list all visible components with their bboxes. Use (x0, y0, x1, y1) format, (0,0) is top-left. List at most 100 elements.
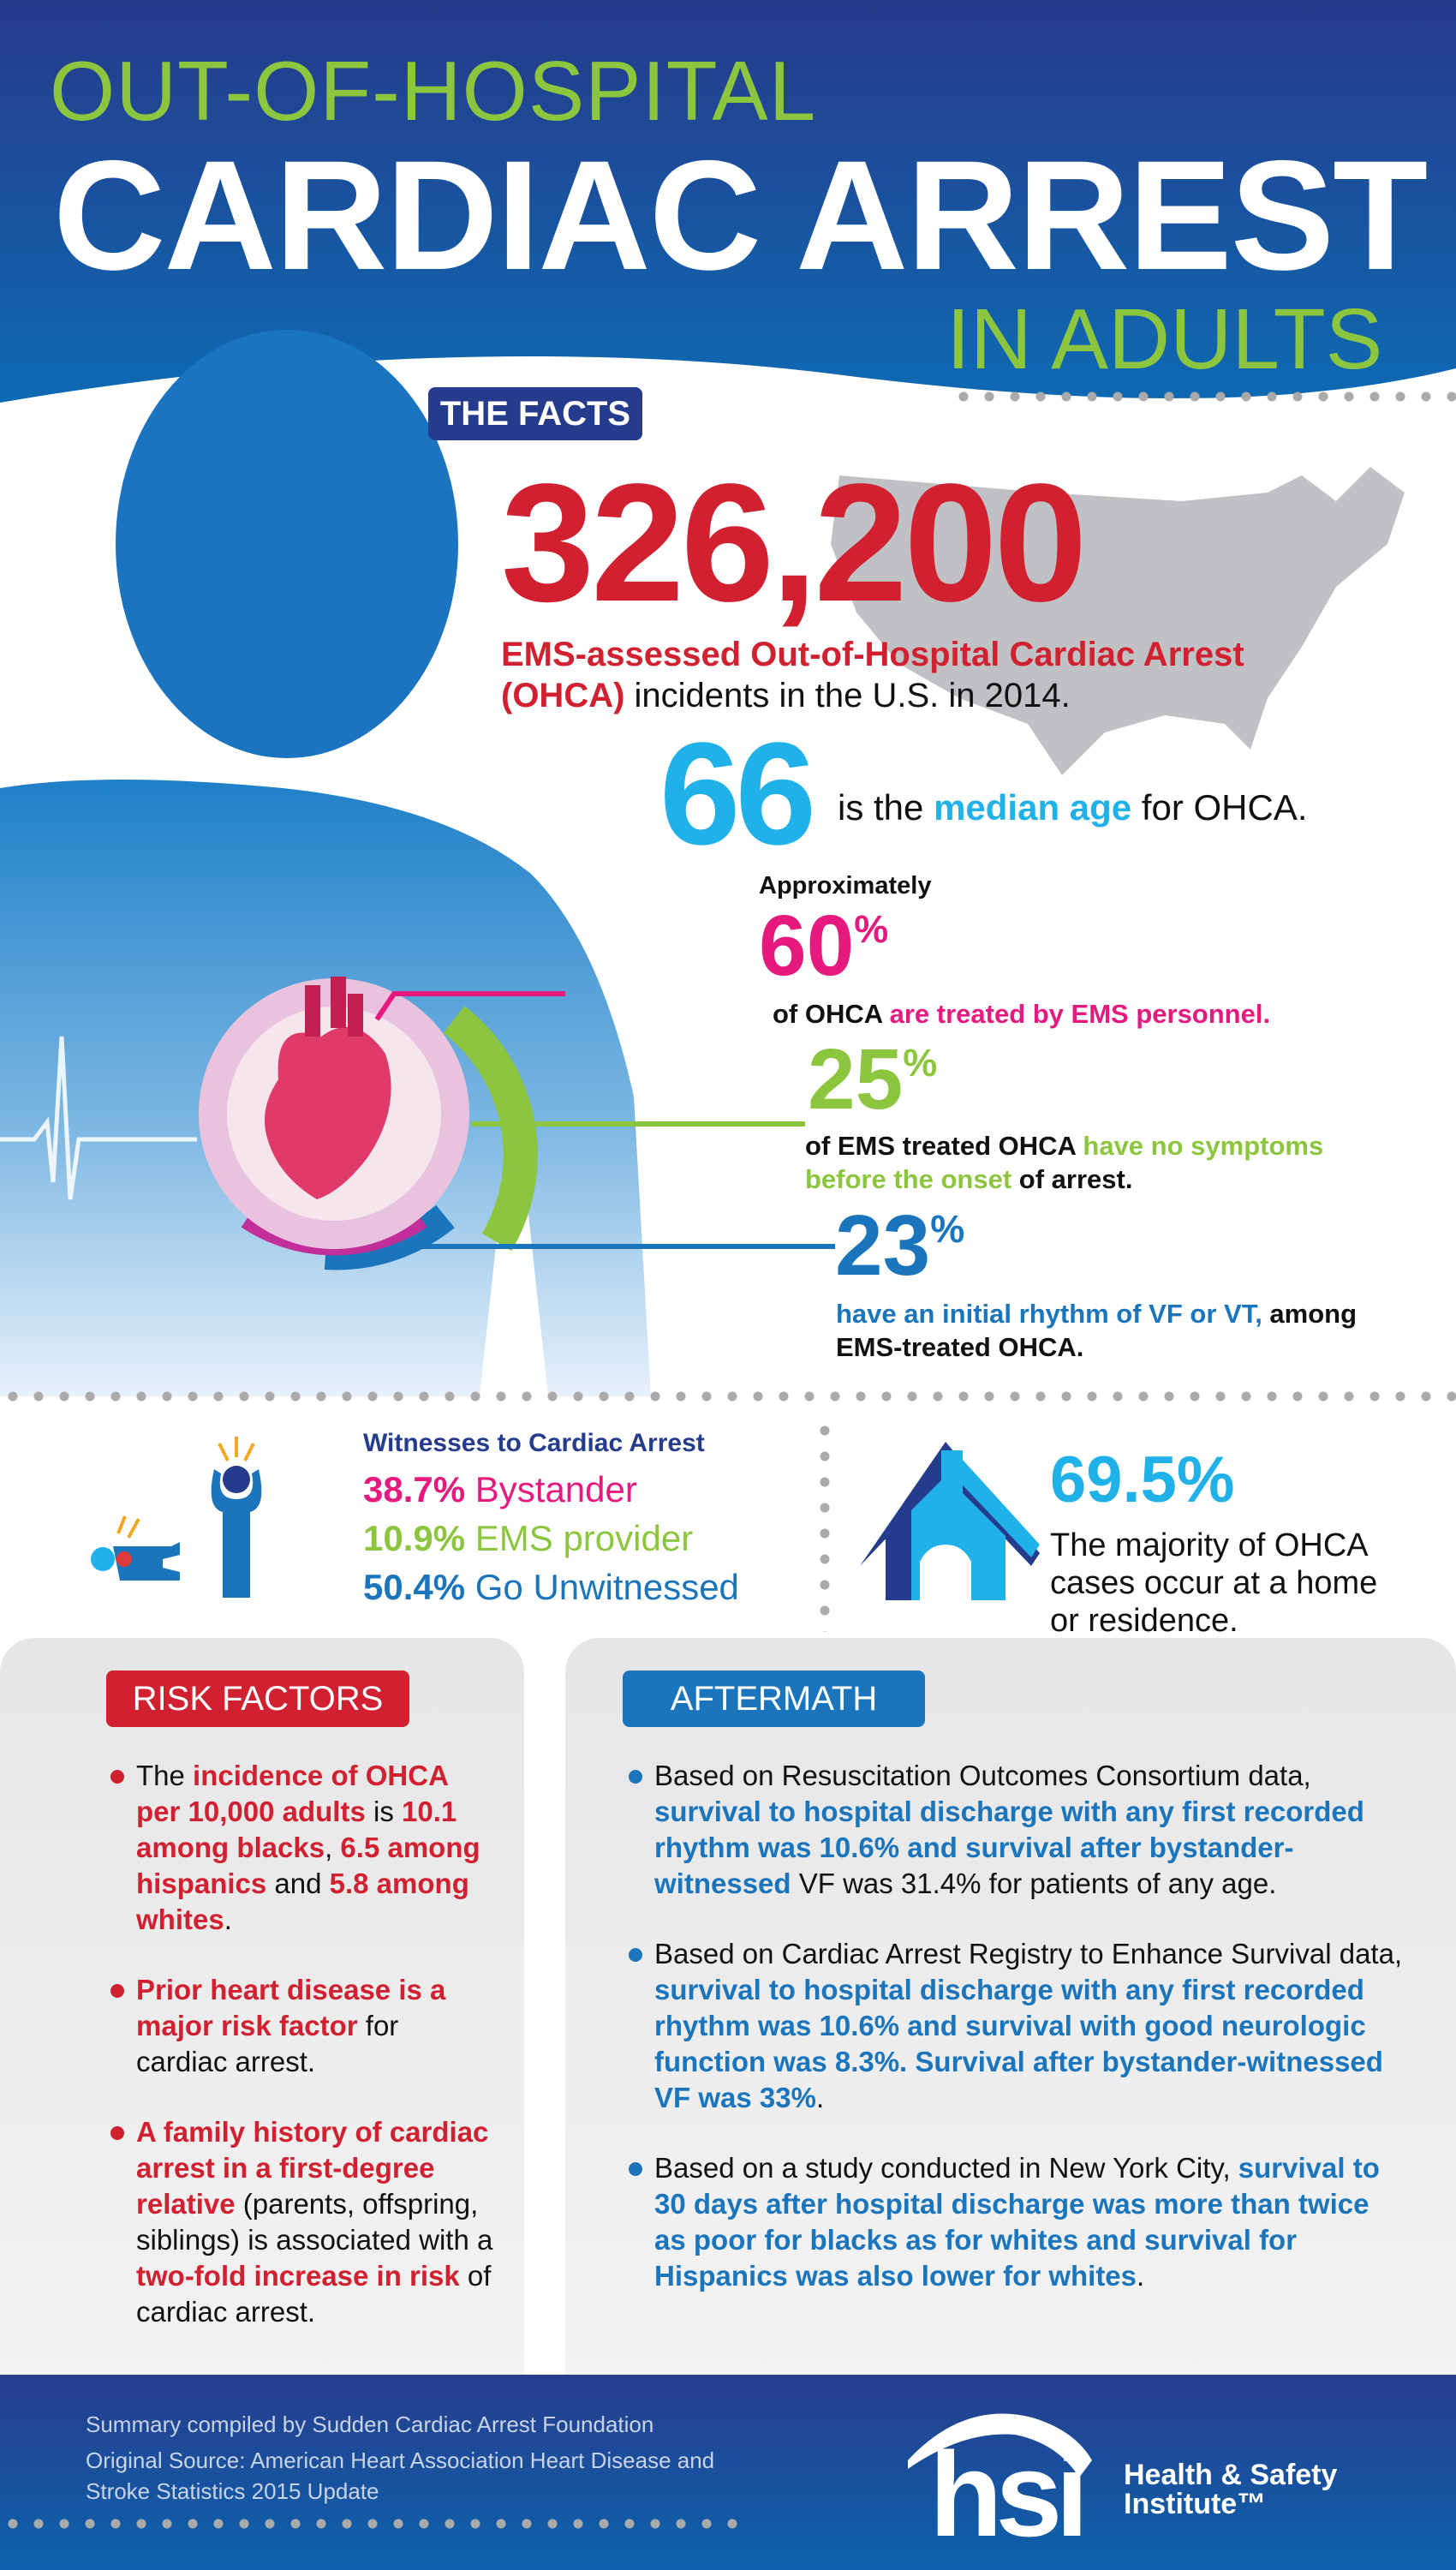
vertical-dotted-divider (819, 1418, 831, 1632)
nosym-colored1: have no symptoms (1083, 1131, 1324, 1161)
witness-label: EMS provider (474, 1518, 694, 1558)
bullet-dot-icon (629, 1770, 642, 1784)
ems-treated-pct: 60% (759, 903, 888, 989)
hsi-logo-arc (908, 2413, 1092, 2477)
vf-vt-text: have an initial rhythm of VF or VT, amon… (836, 1297, 1357, 1364)
bullet-highlight: incidence of OHCA per 10,000 adults (136, 1760, 448, 1827)
incidents-description: EMS-assessed Out-of-Hospital Cardiac Arr… (501, 634, 1358, 716)
bullet-highlight: survival to hospital discharge with any … (654, 1796, 1364, 1899)
bullet-dot-icon (110, 1984, 124, 1998)
bullet-text: is (365, 1796, 402, 1827)
incidents-number: 326,200 (501, 449, 1087, 637)
witnesses-title: Witnesses to Cardiac Arrest (363, 1429, 705, 1457)
ems-pct-value: 60 (759, 898, 855, 994)
bullet-text: , (325, 1832, 341, 1863)
pct-sign: % (930, 1207, 965, 1251)
median-age-text: is the median age for OHCA. (838, 786, 1308, 829)
bullet-highlight: A family history of cardiac arrest in a … (136, 2116, 489, 2220)
footer-source-line1: Original Source: American Heart Associat… (86, 2447, 715, 2473)
no-symptoms-pct: 25% (808, 1037, 937, 1122)
hsi-name1: Health & Safety (1124, 2459, 1338, 2491)
the-facts-label: THE FACTS (428, 387, 642, 440)
pct-sign: % (903, 1041, 938, 1085)
bullet-item: Based on Resuscitation Outcomes Consorti… (629, 1758, 1408, 1902)
bullet-highlight: 6.5 among hispanics (136, 1832, 480, 1899)
aftermath-panel (565, 1638, 1456, 2375)
witness-row: 38.7% Bystander (363, 1465, 739, 1514)
footer: Summary compiled by Sudden Cardiac Arres… (0, 2375, 1456, 2570)
witnesses-list: 38.7% Bystander 10.9% EMS provider 50.4% G… (363, 1465, 739, 1611)
bullet-item: Prior heart disease is a major risk fact… (110, 1972, 496, 2080)
ems-colored: are treated by EMS personnel. (889, 999, 1271, 1029)
risk-factors-panel (0, 1638, 524, 2375)
risk-factors-list: The incidence of OHCA per 10,000 adults … (110, 1758, 496, 2364)
median-age-number: 66 (659, 713, 816, 876)
bullet-highlight: survival to 30 days after hospital disch… (654, 2152, 1380, 2292)
bullet-highlight: 10.1 among blacks (136, 1796, 457, 1863)
nosym-post: of arrest. (1011, 1164, 1133, 1194)
footer-compiled: Summary compiled by Sudden Cardiac Arres… (86, 2412, 654, 2437)
risk-factors-tab: RISK FACTORS (106, 1670, 409, 1727)
title-line1: OUT-OF-HOSPITAL (50, 44, 817, 138)
bullet-dot-icon (110, 1770, 124, 1784)
footer-dotted-divider (0, 2518, 745, 2530)
nosym-pct-value: 25 (808, 1031, 904, 1127)
witness-row: 10.9% EMS provider (363, 1514, 739, 1563)
home-text: The majority of OHCA cases occur at a ho… (1050, 1527, 1377, 1640)
no-symptoms-text: of EMS treated OHCA have no symptoms befo… (805, 1129, 1323, 1196)
ems-treated-text: of OHCA are treated by EMS personnel. (773, 997, 1270, 1031)
bullet-dot-icon (629, 2162, 642, 2176)
incidents-rest: incidents in the U.S. in 2014. (624, 677, 1071, 714)
home-line: or residence. (1050, 1603, 1238, 1639)
vf-colored: have an initial rhythm of VF or VT, (836, 1299, 1262, 1329)
median-post: for OHCA. (1131, 787, 1308, 828)
vf-vt-pct: 23% (835, 1203, 964, 1288)
incidents-bold: EMS-assessed Out-of-Hospital Cardiac Arr… (501, 636, 1244, 714)
bullet-text: (parents, offspring, siblings) is associ… (136, 2188, 493, 2256)
witness-pct: 10.9% (363, 1518, 475, 1558)
bullet-text: Based on Cardiac Arrest Registry to Enha… (654, 1938, 1403, 1969)
home-pct: 69.5% (1050, 1443, 1235, 1516)
median-bold: median age (934, 787, 1132, 828)
bullet-text: The (136, 1760, 194, 1791)
witness-figures-icon (91, 1437, 262, 1598)
bullet-item: Based on Cardiac Arrest Registry to Enha… (629, 1936, 1408, 2116)
footer-source: Original Source: American Heart Associat… (86, 2445, 714, 2507)
home-line: The majority of OHCA (1050, 1527, 1369, 1563)
witness-row: 50.4% Go Unwitnessed (363, 1563, 739, 1611)
bullet-dot-icon (629, 1948, 642, 1962)
vf-pct-value: 23 (835, 1198, 931, 1294)
hsi-logo-mark: hsi (929, 2427, 1089, 2561)
witness-label: Bystander (474, 1469, 637, 1509)
median-pre: is the (838, 787, 934, 828)
home-line: cases occur at a home (1050, 1565, 1378, 1601)
heart-graphic (199, 977, 835, 1270)
header-dotted-divider (951, 391, 1456, 403)
bullet-highlight: Prior heart disease is a major risk fact… (136, 1974, 446, 2041)
bullet-text: VF was 31.4% for patients of any age. (791, 1868, 1277, 1899)
bullet-text: . (1137, 2260, 1145, 2292)
header-background (0, 0, 1456, 403)
nosym-pre: of EMS treated OHCA (805, 1131, 1083, 1161)
bullet-text: . (815, 2082, 825, 2113)
bullet-item: Based on a study conducted in New York C… (629, 2150, 1408, 2294)
aftermath-tab: AFTERMATH (623, 1670, 925, 1727)
bullet-text: Based on Resuscitation Outcomes Consorti… (654, 1760, 1311, 1791)
footer-source-line2: Stroke Statistics 2015 Update (86, 2478, 379, 2504)
title-line2: CARDIAC ARREST (53, 128, 1428, 302)
aftermath-list: Based on Resuscitation Outcomes Consorti… (629, 1758, 1408, 2328)
bullet-text: . (224, 1904, 232, 1935)
bullet-text: and (266, 1868, 330, 1899)
vf-post1: among (1262, 1299, 1358, 1329)
bullet-dot-icon (110, 2126, 124, 2140)
bullet-item: A family history of cardiac arrest in a … (110, 2114, 496, 2330)
section-dotted-divider (0, 1390, 1456, 1402)
house-icon (860, 1442, 1040, 1600)
pct-sign: % (854, 907, 889, 951)
bullet-highlight: two-fold increase in risk (136, 2260, 460, 2292)
bullet-item: The incidence of OHCA per 10,000 adults … (110, 1758, 496, 1938)
approx-label: Approximately (759, 872, 932, 900)
nosym-colored2: before the onset (805, 1164, 1012, 1194)
hsi-name2: Institute™ (1124, 2488, 1267, 2520)
witness-pct: 50.4% (363, 1567, 475, 1607)
